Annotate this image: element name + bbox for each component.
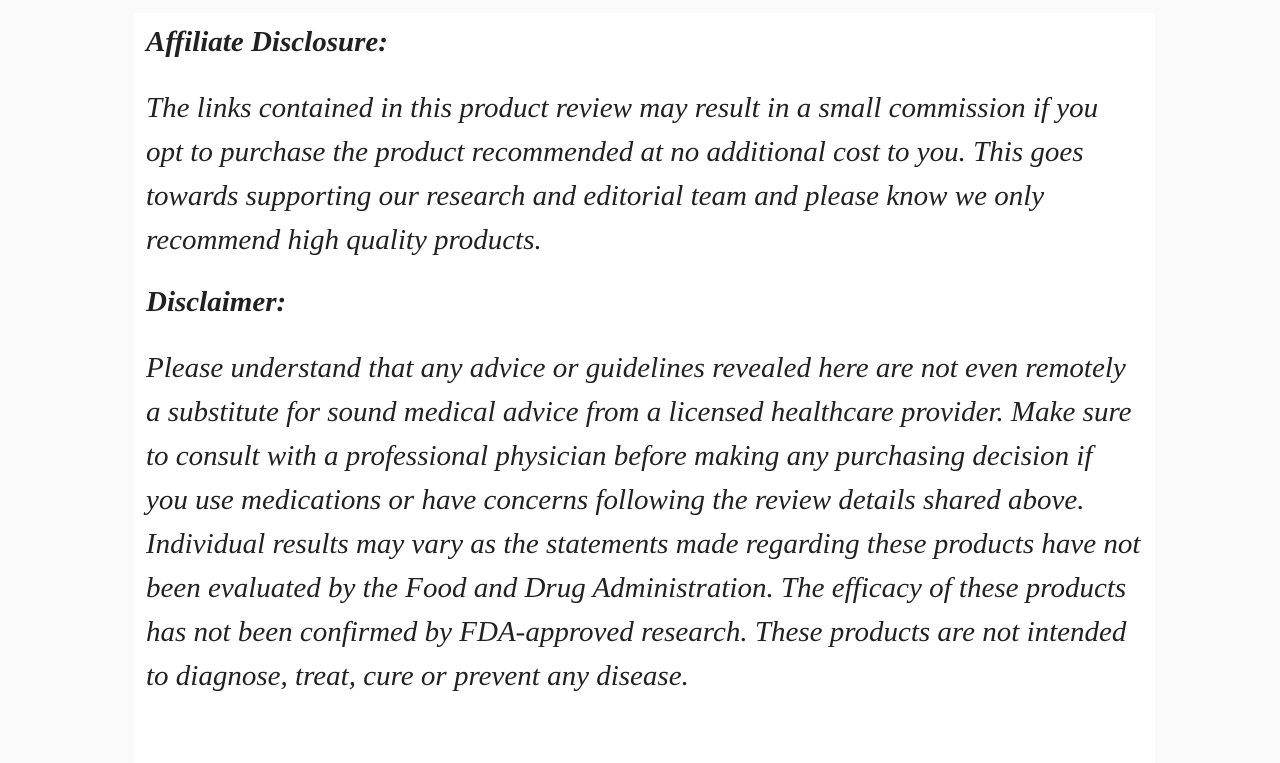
- affiliate-disclosure-paragraph: The links contained in this product revi…: [146, 92, 1099, 256]
- disclaimer-paragraph: Please understand that any advice or gui…: [146, 352, 1141, 692]
- affiliate-disclosure-heading: Affiliate Disclosure:: [146, 26, 388, 58]
- article-content-area: Affiliate Disclosure: The links containe…: [134, 13, 1155, 763]
- disclaimer-heading: Disclaimer:: [146, 286, 287, 318]
